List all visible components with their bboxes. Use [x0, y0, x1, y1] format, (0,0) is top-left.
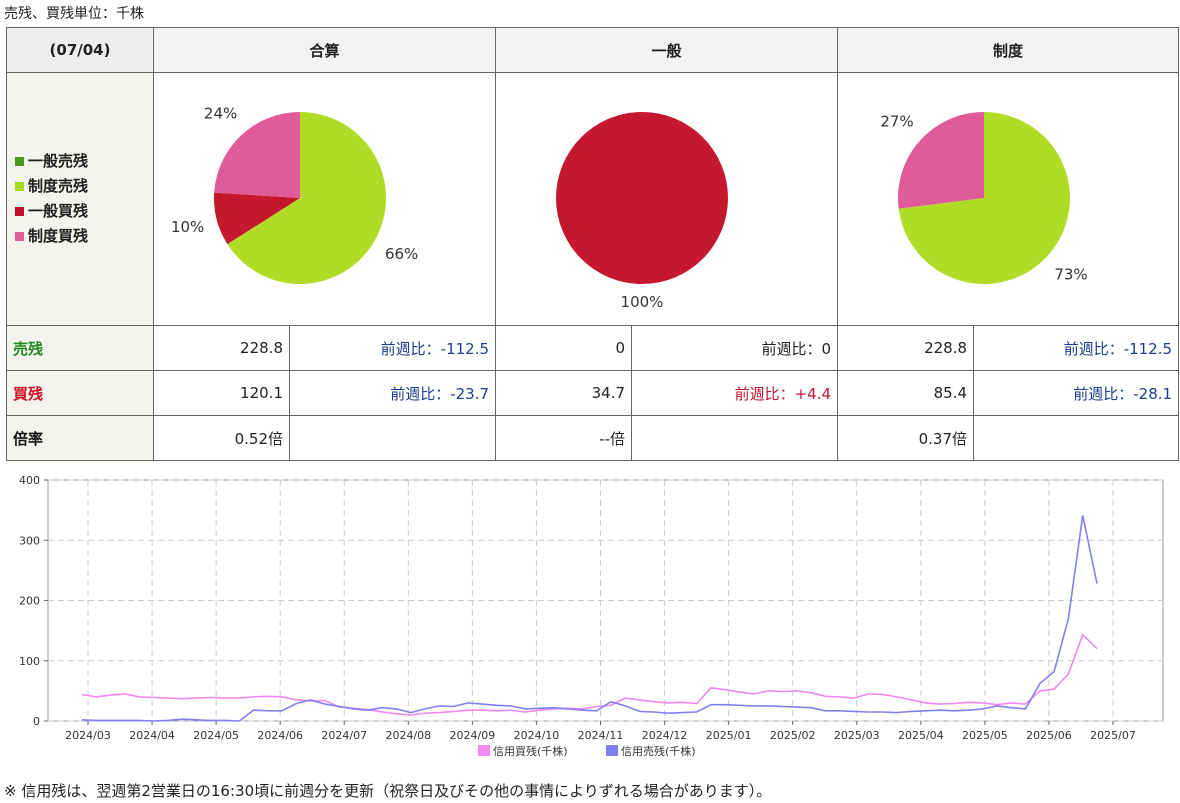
sell-total-value: 228.8 — [153, 325, 290, 371]
buy-system-value: 85.4 — [837, 370, 975, 416]
buy-general-value: 34.7 — [495, 370, 633, 416]
pie-slice — [214, 112, 300, 198]
row-label-buy: 買残 — [6, 370, 154, 416]
legend-swatch — [478, 745, 490, 756]
x-tick-label: 2024/04 — [129, 729, 175, 742]
x-tick-label: 2024/10 — [514, 729, 560, 742]
buy-total-cmp: 前週比：-23.7 — [288, 370, 497, 416]
legend-swatch — [606, 745, 618, 756]
x-tick-label: 2025/01 — [706, 729, 752, 742]
x-tick-label: 2024/08 — [385, 729, 431, 742]
pie-slice — [214, 192, 300, 245]
col-header-general: 一般 — [495, 27, 839, 73]
x-tick-label: 2025/02 — [770, 729, 816, 742]
series-line-sell — [81, 515, 1098, 722]
pie-cell-general: 100% — [495, 72, 839, 326]
row-label-ratio: 倍率 — [6, 415, 154, 461]
pie-chart-general: 100% — [556, 112, 729, 311]
legend-label: 信用売残(千株) — [621, 744, 696, 758]
y-tick-label: 200 — [19, 595, 40, 608]
col-header-system: 制度 — [837, 27, 1180, 73]
table-row: 倍率 0.52倍 --倍 0.37倍 — [6, 415, 1180, 461]
ratio-general-empty — [631, 415, 839, 461]
ratio-total-value: 0.52倍 — [153, 415, 290, 461]
sell-system-value: 228.8 — [837, 325, 975, 371]
pie-slice-label: 66% — [385, 245, 418, 263]
ratio-general-value: --倍 — [495, 415, 633, 461]
pie-chart-total: 66% 10% 24% — [171, 104, 418, 284]
legend-item: 一般買残 — [15, 199, 153, 224]
pie-slice — [556, 112, 729, 284]
legend-swatch — [15, 182, 24, 191]
x-tick-label: 2025/05 — [962, 729, 1008, 742]
plot-area — [47, 479, 1164, 722]
x-tick-label: 2024/11 — [578, 729, 624, 742]
ratio-total-empty — [288, 415, 497, 461]
legend-label: 信用買残(千株) — [493, 744, 568, 758]
y-tick-label: 0 — [33, 715, 40, 728]
x-tick-label: 2025/06 — [1026, 729, 1072, 742]
table-row: 買残 120.1 前週比：-23.7 34.7 前週比：+4.4 85.4 前週… — [6, 370, 1180, 416]
col-header-total: 合算 — [152, 27, 497, 73]
unit-note: 売残、買残単位：千株 — [4, 6, 144, 22]
pie-chart-system: 73% 27% — [880, 112, 1088, 284]
pie-slice — [227, 112, 386, 284]
footnote: ※ 信用残は、翌週第2営業日の16:30頃に前週分を更新（祝祭日及びその他の事情… — [4, 782, 772, 800]
pie-slice-label: 73% — [1054, 266, 1087, 284]
margin-trend-line-chart: 0 100 200 300 400 2024/03 2024/04 2024/05 2024/0… — [19, 474, 1164, 758]
sell-general-value: 0 — [495, 325, 633, 371]
x-tick-label: 2025/03 — [834, 729, 880, 742]
pie-slice-label: 10% — [171, 218, 204, 236]
x-tick-label: 2025/04 — [898, 729, 944, 742]
legend-label: 制度売残 — [28, 177, 89, 195]
pie-cell-total: 66% 10% 24% — [152, 72, 497, 326]
pie-slice-label: 27% — [880, 112, 913, 130]
y-tick-label: 300 — [19, 534, 40, 547]
ratio-system-empty — [973, 415, 1180, 461]
legend-item: 一般売残 — [15, 149, 153, 174]
pie-legend: 一般売残 制度売残 一般買残 制度買残 — [6, 72, 154, 326]
x-tick-label: 2024/12 — [642, 729, 688, 742]
legend-swatch — [15, 207, 24, 216]
pie-slice — [898, 112, 1071, 284]
x-tick-label: 2024/03 — [65, 729, 111, 742]
ratio-system-value: 0.37倍 — [837, 415, 975, 461]
sell-general-cmp: 前週比：0 — [631, 325, 839, 371]
sell-total-cmp: 前週比：-112.5 — [288, 325, 497, 371]
legend-swatch — [15, 157, 24, 166]
pie-cell-system: 73% 27% — [837, 72, 1180, 326]
series-line-buy — [81, 633, 1098, 716]
pie-slice — [898, 112, 985, 209]
pie-slice-label: 24% — [204, 104, 237, 122]
y-tick-label: 400 — [19, 474, 40, 487]
legend-item: 制度売残 — [15, 174, 153, 199]
row-label-sell: 売残 — [6, 325, 154, 371]
x-tick-label: 2024/09 — [450, 729, 496, 742]
legend-item: 制度買残 — [15, 224, 153, 249]
x-tick-label: 2024/06 — [257, 729, 303, 742]
legend-label: 制度買残 — [28, 227, 89, 245]
buy-system-cmp: 前週比：-28.1 — [973, 370, 1180, 416]
date-header: (07/04) — [6, 27, 154, 73]
pie-slice-label: 100% — [621, 293, 664, 311]
legend-label: 一般売残 — [28, 152, 89, 170]
margin-balance-table: (07/04) 合算 一般 制度 一般売残 制度売残 一般買残 制度買残 66%… — [6, 27, 1180, 461]
x-tick-label: 2025/07 — [1090, 729, 1136, 742]
buy-general-cmp: 前週比：+4.4 — [631, 370, 839, 416]
x-tick-label: 2024/05 — [193, 729, 239, 742]
x-tick-label: 2024/07 — [321, 729, 367, 742]
legend-swatch — [15, 232, 24, 241]
y-tick-label: 100 — [19, 655, 40, 668]
table-row: 売残 228.8 前週比：-112.5 0 前週比：0 228.8 前週比：-1… — [6, 325, 1180, 371]
legend-label: 一般買残 — [28, 202, 89, 220]
sell-system-cmp: 前週比：-112.5 — [973, 325, 1180, 371]
buy-total-value: 120.1 — [153, 370, 290, 416]
